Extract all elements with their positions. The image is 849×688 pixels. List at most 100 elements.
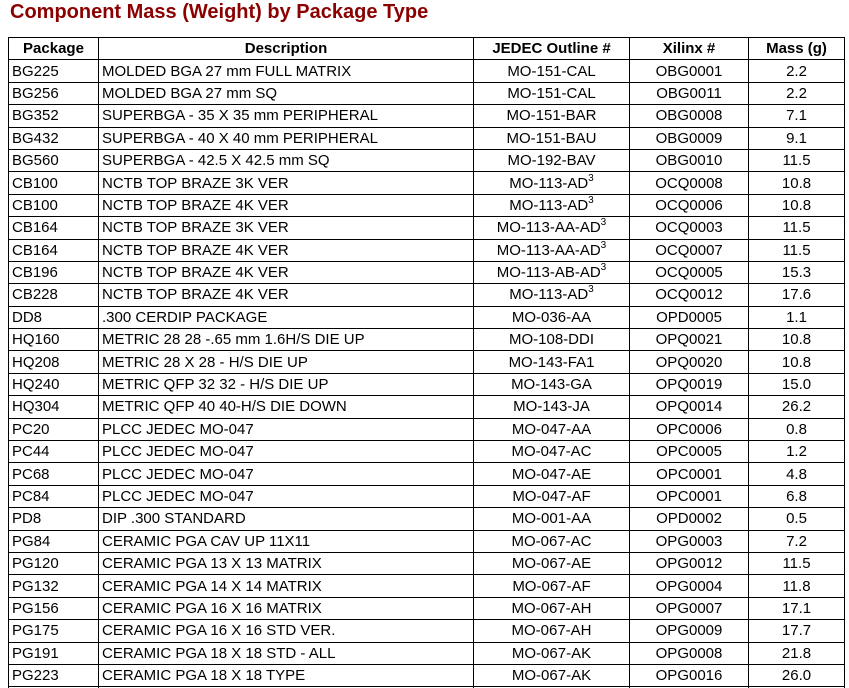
cell-empty <box>748 686 845 688</box>
cell-xilinx: OPC0001 <box>629 484 749 509</box>
table-row: CB164 NCTB TOP BRAZE 4K VER MO-113-AA-AD3 O… <box>8 238 845 262</box>
cell-mass: 4.8 <box>748 462 845 486</box>
cell-description: NCTB TOP BRAZE 3K VER <box>98 171 474 195</box>
cell-jedec: MO-113-AA-AD3 <box>473 216 630 240</box>
jedec-footnote-superscript: 3 <box>588 172 594 184</box>
cell-package: CB196 <box>8 260 99 285</box>
cell-jedec: MO-047-AA <box>473 417 630 442</box>
cell-jedec: MO-036-AA <box>473 305 630 330</box>
cell-description: MOLDED BGA 27 mm SQ <box>98 81 474 106</box>
cell-package: PG175 <box>8 619 99 643</box>
cell-package: PC68 <box>8 462 99 486</box>
cell-mass: 1.2 <box>748 440 845 464</box>
table-row: PG223 CERAMIC PGA 18 X 18 TYPE MO-067-AK OP… <box>8 663 845 688</box>
cell-description: CERAMIC PGA 16 X 16 STD VER. <box>98 619 474 643</box>
cell-jedec: MO-067-AK <box>473 641 630 665</box>
cell-jedec: MO-113-AA-AD3 <box>473 238 630 262</box>
table-row: BG352 SUPERBGA - 35 X 35 mm PERIPHERAL MO-… <box>8 104 845 128</box>
cell-xilinx: OPG0004 <box>629 574 749 598</box>
cell-package: PC84 <box>8 484 99 509</box>
cell-package: CB100 <box>8 193 99 218</box>
cell-package: PG156 <box>8 596 99 621</box>
cell-xilinx: OPQ0019 <box>629 372 749 397</box>
cell-package: PG120 <box>8 551 99 576</box>
jedec-footnote-superscript: 3 <box>600 239 607 251</box>
cell-description: NCTB TOP BRAZE 4K VER <box>98 283 474 307</box>
cell-mass: 2.2 <box>748 59 845 83</box>
cell-package: PG223 <box>8 663 99 688</box>
table-row: CB228 NCTB TOP BRAZE 4K VER MO-113-AD3 OCQ0… <box>8 283 845 307</box>
table-row: CB100 NCTB TOP BRAZE 4K VER MO-113-AD3 OCQ0… <box>8 193 845 218</box>
cell-xilinx: OBG0009 <box>629 126 749 150</box>
cell-jedec: MO-067-AE <box>473 551 630 576</box>
cell-mass: 17.1 <box>748 596 845 621</box>
cell-jedec: MO-113-AD3 <box>473 171 630 195</box>
cell-jedec: MO-192-BAV <box>473 148 630 173</box>
cell-description: CERAMIC PGA 16 X 16 MATRIX <box>98 596 474 621</box>
column-header-xilinx: Xilinx # <box>629 37 749 61</box>
cell-jedec: MO-151-BAR <box>473 104 630 128</box>
table-row: HQ240 METRIC QFP 32 32 - H/S DIE UP MO-143… <box>8 372 845 397</box>
cell-package: HQ304 <box>8 395 99 419</box>
cell-description: CERAMIC PGA 18 X 18 STD - ALL <box>98 641 474 665</box>
cell-xilinx: OPG0008 <box>629 641 749 665</box>
table-row: PG132 CERAMIC PGA 14 X 14 MATRIX MO-067-AF… <box>8 574 845 598</box>
cell-description: MOLDED BGA 27 mm FULL MATRIX <box>98 59 474 83</box>
cell-mass: 10.8 <box>748 171 845 195</box>
table-row: PG84 CERAMIC PGA CAV UP 11X11 MO-067-AC OPG… <box>8 529 845 553</box>
component-mass-table: Package Description JEDEC Outline # Xilinx … <box>8 37 845 688</box>
cell-mass: 15.0 <box>748 372 845 397</box>
column-header-description: Description <box>98 37 474 61</box>
cell-mass: 11.8 <box>748 574 845 598</box>
cell-mass: 10.8 <box>748 328 845 352</box>
table-row: PG191 CERAMIC PGA 18 X 18 STD - ALL MO-067… <box>8 641 845 665</box>
table-row: BG432 SUPERBGA - 40 X 40 mm PERIPHERAL MO-… <box>8 126 845 150</box>
cell-mass: 11.5 <box>748 551 845 576</box>
cell-description: SUPERBGA - 42.5 X 42.5 mm SQ <box>98 148 474 173</box>
cell-xilinx: OPC0001 <box>629 462 749 486</box>
cell-jedec: MO-113-AB-AD3 <box>473 260 630 285</box>
column-header-jedec: JEDEC Outline # <box>473 37 630 61</box>
cell-mass: 2.2 <box>748 81 845 106</box>
cell-description: SUPERBGA - 40 X 40 mm PERIPHERAL <box>98 126 474 150</box>
table-row: PC20 PLCC JEDEC MO-047 MO-047-AA OPC0006 0.8 <box>8 417 845 442</box>
cell-mass: 7.2 <box>748 529 845 553</box>
cell-mass: 9.1 <box>748 126 845 150</box>
cell-mass: 11.5 <box>748 216 845 240</box>
table-row: CB196 NCTB TOP BRAZE 4K VER MO-113-AB-AD3 O… <box>8 260 845 285</box>
cell-mass: 11.5 <box>748 148 845 173</box>
table-row: BG225 MOLDED BGA 27 mm FULL MATRIX MO-151-… <box>8 59 845 83</box>
page-title: Component Mass (Weight) by Package Type <box>10 1 429 23</box>
table-row: BG256 MOLDED BGA 27 mm SQ MO-151-CAL OBG001… <box>8 81 845 106</box>
cell-package: PG191 <box>8 641 99 665</box>
cell-description: METRIC 28 X 28 - H/S DIE UP <box>98 350 474 374</box>
partial-row-cutoff <box>8 686 845 688</box>
jedec-footnote-superscript: 3 <box>600 262 607 274</box>
cell-xilinx: OPD0002 <box>629 507 749 531</box>
cell-description: NCTB TOP BRAZE 4K VER <box>98 260 474 285</box>
cell-description: PLCC JEDEC MO-047 <box>98 484 474 509</box>
cell-package: HQ240 <box>8 372 99 397</box>
jedec-footnote-superscript: 3 <box>600 217 607 229</box>
cell-xilinx: OPG0009 <box>629 619 749 643</box>
cell-package: CB228 <box>8 283 99 307</box>
cell-mass: 0.8 <box>748 417 845 442</box>
cell-xilinx: OCQ0007 <box>629 238 749 262</box>
cell-jedec: MO-151-BAU <box>473 126 630 150</box>
cell-xilinx: OCQ0005 <box>629 260 749 285</box>
cell-jedec: MO-047-AE <box>473 462 630 486</box>
table-row: CB100 NCTB TOP BRAZE 3K VER MO-113-AD3 OCQ0… <box>8 171 845 195</box>
table-row: CB164 NCTB TOP BRAZE 3K VER MO-113-AA-AD3 O… <box>8 216 845 240</box>
cell-xilinx: OCQ0008 <box>629 171 749 195</box>
table-row: PD8 DIP .300 STANDARD MO-001-AA OPD0002 0.5 <box>8 507 845 531</box>
cell-package: CB100 <box>8 171 99 195</box>
cell-mass: 17.6 <box>748 283 845 307</box>
table-row: PC68 PLCC JEDEC MO-047 MO-047-AE OPC0001 4.8 <box>8 462 845 486</box>
table-row: HQ304 METRIC QFP 40 40-H/S DIE DOWN MO-143… <box>8 395 845 419</box>
table-row: PG175 CERAMIC PGA 16 X 16 STD VER. MO-067-… <box>8 619 845 643</box>
cell-jedec: MO-151-CAL <box>473 81 630 106</box>
cell-description: PLCC JEDEC MO-047 <box>98 417 474 442</box>
cell-description: NCTB TOP BRAZE 4K VER <box>98 193 474 218</box>
cell-xilinx: OBG0010 <box>629 148 749 173</box>
cell-xilinx: OPQ0021 <box>629 328 749 352</box>
